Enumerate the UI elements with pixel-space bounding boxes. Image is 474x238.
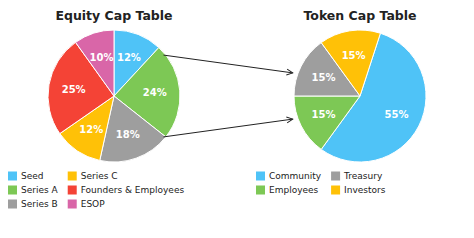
legend-swatch xyxy=(8,172,17,181)
data-label: 10% xyxy=(90,52,114,63)
legend-label: Employees xyxy=(269,185,319,195)
pie-slice xyxy=(321,30,380,96)
legend-label: Series C xyxy=(81,171,118,181)
data-label: 15% xyxy=(312,109,336,120)
legend-swatch xyxy=(256,172,265,181)
data-label: 18% xyxy=(116,129,140,140)
legend-label: Treasury xyxy=(343,171,383,181)
legend: Community Employees Treasury Investors xyxy=(256,171,386,195)
pie-panel: Equity Cap Table 12% 24% 18% 12% 25% 10% xyxy=(48,8,180,162)
legend-swatch xyxy=(8,186,17,195)
chart-root: Equity Cap Table12%24%18%12%25%10%SeedSe… xyxy=(0,0,474,238)
pie-slice xyxy=(48,42,114,133)
connector-arrow xyxy=(164,55,293,73)
legend-label: Founders & Employees xyxy=(81,185,185,195)
legend-swatch xyxy=(68,172,77,181)
data-label: 15% xyxy=(312,72,336,83)
legend-swatch xyxy=(68,186,77,195)
legend-swatch xyxy=(331,172,340,181)
legend-label: Series B xyxy=(21,199,58,209)
connector-arrow xyxy=(164,119,293,137)
legend: Seed Series A Series B Series C Founders & E… xyxy=(8,171,184,209)
legend-label: Series A xyxy=(21,185,59,195)
data-label: 12% xyxy=(79,124,103,135)
legend-label: ESOP xyxy=(81,199,105,209)
legend-swatch xyxy=(331,186,340,195)
chart-title: Token Cap Table xyxy=(303,8,416,23)
data-label: 12% xyxy=(117,52,141,63)
pie-panel: Token Cap Table 55% 15% 15% 15% xyxy=(294,8,426,162)
data-label: 15% xyxy=(342,50,366,61)
data-label: 55% xyxy=(384,109,408,120)
data-label: 25% xyxy=(62,84,86,95)
data-label: 24% xyxy=(143,87,167,98)
legend-label: Seed xyxy=(21,171,44,181)
chart-title: Equity Cap Table xyxy=(55,8,172,23)
legend-swatch xyxy=(68,200,77,209)
pie-slice xyxy=(294,96,360,149)
legend-swatch xyxy=(256,186,265,195)
legend-swatch xyxy=(8,200,17,209)
legend-label: Community xyxy=(269,171,322,181)
legend-label: Investors xyxy=(344,185,386,195)
